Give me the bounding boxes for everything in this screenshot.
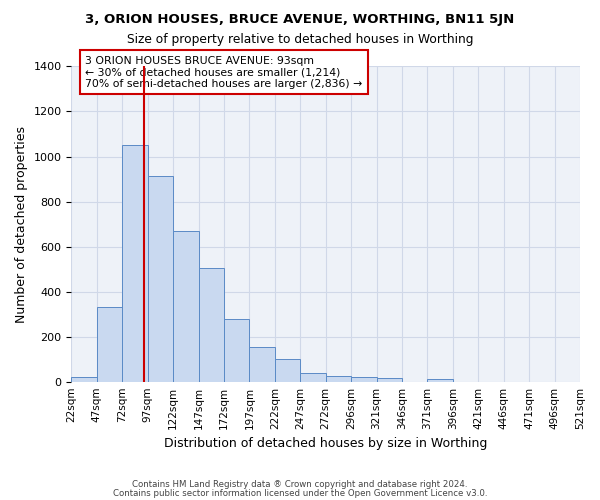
Bar xyxy=(148,176,173,382)
X-axis label: Distribution of detached houses by size in Worthing: Distribution of detached houses by size … xyxy=(164,437,487,450)
Text: 3, ORION HOUSES, BRUCE AVENUE, WORTHING, BN11 5JN: 3, ORION HOUSES, BRUCE AVENUE, WORTHING,… xyxy=(85,12,515,26)
Bar xyxy=(427,379,453,382)
Bar xyxy=(71,377,97,382)
Text: Size of property relative to detached houses in Worthing: Size of property relative to detached ho… xyxy=(127,32,473,46)
Bar xyxy=(300,372,326,382)
Bar xyxy=(326,376,351,382)
Text: Contains HM Land Registry data ® Crown copyright and database right 2024.: Contains HM Land Registry data ® Crown c… xyxy=(132,480,468,489)
Bar xyxy=(173,231,199,382)
Y-axis label: Number of detached properties: Number of detached properties xyxy=(15,126,28,322)
Bar xyxy=(224,318,250,382)
Bar xyxy=(351,376,377,382)
Bar xyxy=(377,378,402,382)
Bar xyxy=(97,308,122,382)
Bar xyxy=(199,268,224,382)
Text: 3 ORION HOUSES BRUCE AVENUE: 93sqm
← 30% of detached houses are smaller (1,214)
: 3 ORION HOUSES BRUCE AVENUE: 93sqm ← 30%… xyxy=(85,56,362,88)
Bar xyxy=(122,146,148,382)
Bar xyxy=(250,347,275,382)
Bar xyxy=(275,359,300,382)
Text: Contains public sector information licensed under the Open Government Licence v3: Contains public sector information licen… xyxy=(113,488,487,498)
